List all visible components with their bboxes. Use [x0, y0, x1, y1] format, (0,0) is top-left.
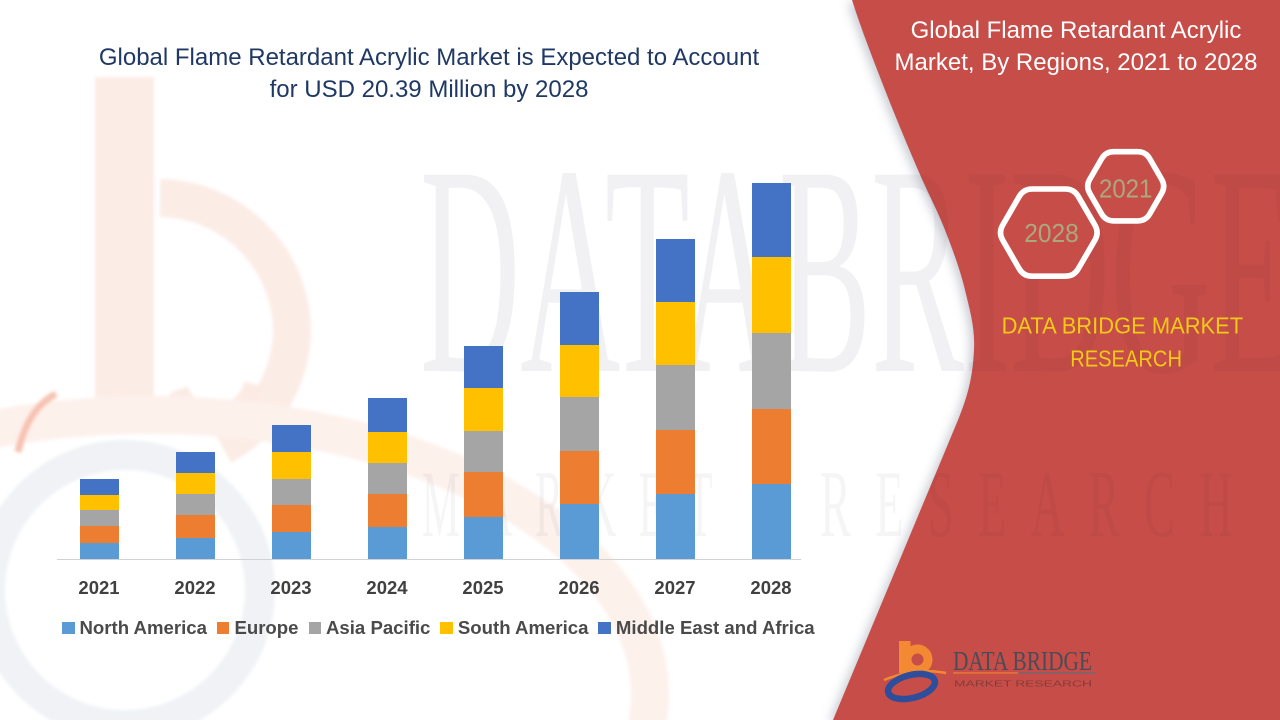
svg-text:DATA BRIDGE MARKET: DATA BRIDGE MARKET: [1002, 313, 1244, 339]
svg-text:RESEARCH: RESEARCH: [1070, 345, 1182, 371]
svg-text:MARKET RESEARCH: MARKET RESEARCH: [954, 679, 1092, 689]
svg-text:2028: 2028: [1024, 220, 1079, 248]
svg-text:DATA BRIDGE: DATA BRIDGE: [953, 645, 1092, 676]
svg-text:2021: 2021: [1099, 173, 1153, 203]
